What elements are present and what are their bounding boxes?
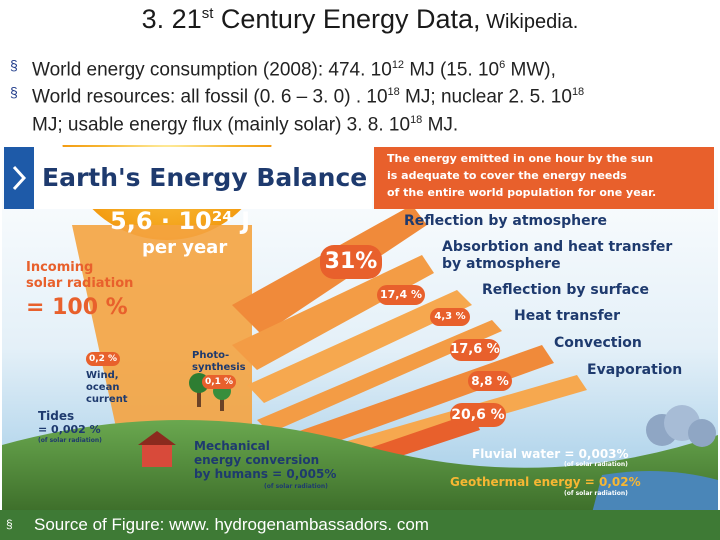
flow-absorbtion-label-2: by atmosphere — [442, 256, 561, 272]
title-superscript: st — [201, 5, 214, 22]
bullet-sup: 18 — [410, 113, 423, 126]
source-text: Source of Figure: www. hydrogenambassado… — [34, 515, 429, 534]
ground-shape — [2, 420, 718, 513]
title-rest: Century Energy Data, — [213, 4, 481, 34]
bullet-text: World energy consumption (2008): 474. 10 — [32, 59, 392, 81]
bullet-text: MJ (15. 10 — [404, 59, 500, 81]
house-icon — [138, 431, 176, 467]
bullet-sup: 12 — [391, 59, 405, 71]
beam-absorbtion — [232, 255, 434, 370]
source-bar: § Source of Figure: www. hydrogenambassa… — [0, 510, 720, 540]
value-17-6: 17,6 % — [450, 339, 500, 361]
flow-evaporation-label: Evaporation — [587, 362, 683, 378]
mechanical-note: (of solar radiation) — [264, 483, 328, 490]
mechanical-line-1: Mechanical — [194, 439, 270, 453]
note-box — [374, 147, 714, 209]
mechanical-line-3: by humans = 0,005% — [194, 467, 337, 481]
bullet-text: World resources: all fossil (0. 6 – 3. 0… — [32, 86, 388, 108]
beam-heat-transfer — [257, 320, 502, 433]
energy-balance-diagram: Earth's Energy Balance The energy emitte… — [2, 145, 718, 513]
title-banner-tab — [4, 147, 34, 209]
solar-period: per year — [142, 237, 228, 258]
bullet-sup: 18 — [387, 86, 400, 99]
flow-reflection-surface-label: Reflection by surface — [482, 282, 649, 298]
bullet-marker: § — [10, 57, 18, 73]
bullet-text: MJ; nuclear 2. 5. 10 — [399, 86, 572, 108]
incoming-beam — [72, 225, 252, 455]
title-source: Wikipedia. — [480, 11, 579, 33]
wind-label-1: Wind, — [86, 370, 119, 381]
title-main: 3. 21 — [141, 4, 202, 34]
value-8-8: 8,8 % — [468, 371, 512, 391]
bullet-text: MW), — [505, 59, 556, 81]
diagram-title: Earth's Energy Balance — [42, 163, 368, 192]
tides-note: (of solar radiation) — [38, 437, 102, 444]
mechanical-line-2: energy conversion — [194, 453, 320, 467]
flow-absorbtion-label: Absorbtion and heat transfer — [442, 239, 673, 255]
chevron-right-icon — [12, 165, 27, 191]
incoming-value: = 100 % — [26, 295, 128, 320]
value-31: 31% — [320, 245, 382, 279]
incoming-label-2: solar radiation — [26, 276, 134, 291]
photosynthesis-label-2: synthesis — [192, 362, 246, 373]
beam-reflection-surface — [247, 290, 472, 403]
title-banner — [4, 147, 372, 209]
tides-value: = 0,002 % — [38, 423, 101, 436]
bullet-sup: 6 — [499, 59, 506, 71]
note-line-2: is adequate to cover the energy needs — [387, 169, 627, 182]
bullet-consumption: § World energy consumption (2008): 474. … — [10, 54, 715, 81]
note-line-3: of the entire world population for one y… — [387, 186, 657, 199]
bullet-list: § World energy consumption (2008): 474. … — [10, 54, 715, 136]
wind-label-3: current — [86, 394, 128, 405]
cloud-icon — [646, 405, 716, 447]
flow-heat-transfer-label: Heat transfer — [514, 308, 621, 324]
bullet-marker: § — [6, 517, 13, 531]
bullet-marker: § — [10, 84, 18, 101]
value-4-3: 4,3 % — [430, 308, 470, 326]
wind-value: 0,2 % — [86, 352, 120, 366]
bullet-text: MJ; usable energy flux (mainly solar) 3.… — [32, 113, 411, 135]
incoming-label-1: Incoming — [26, 260, 94, 275]
note-line-1: The energy emitted in one hour by the su… — [387, 152, 654, 165]
flow-reflection-atmosphere-label: Reflection by atmosphere — [404, 213, 607, 229]
photosynthesis-label-1: Photo- — [192, 350, 230, 361]
bullet-continuation: MJ; usable energy flux (mainly solar) 3.… — [10, 109, 715, 136]
solar-value: 5,6 · 10²⁴ J — [110, 207, 251, 235]
tides-label: Tides — [38, 409, 75, 423]
fluvial-label: Fluvial water = 0,003% — [472, 447, 629, 461]
wind-label-2: ocean — [86, 382, 120, 393]
bullet-text: MJ. — [422, 113, 459, 135]
value-20-6: 20,6 % — [450, 403, 506, 427]
photosynthesis-value: 0,1 % — [202, 375, 236, 389]
bullet-sup: 18 — [571, 86, 585, 99]
geothermal-label: Geothermal energy = 0,02% — [450, 475, 641, 489]
bullet-resources: § World resources: all fossil (0. 6 – 3.… — [10, 81, 715, 108]
value-17-4: 17,4 % — [377, 285, 425, 305]
flow-convection-label: Convection — [554, 335, 642, 351]
fluvial-note: (of solar radiation) — [564, 461, 628, 468]
geothermal-note: (of solar radiation) — [564, 490, 628, 497]
water-shape — [592, 471, 718, 513]
slide-title: 3. 21st Century Energy Data, Wikipedia. — [0, 4, 720, 35]
